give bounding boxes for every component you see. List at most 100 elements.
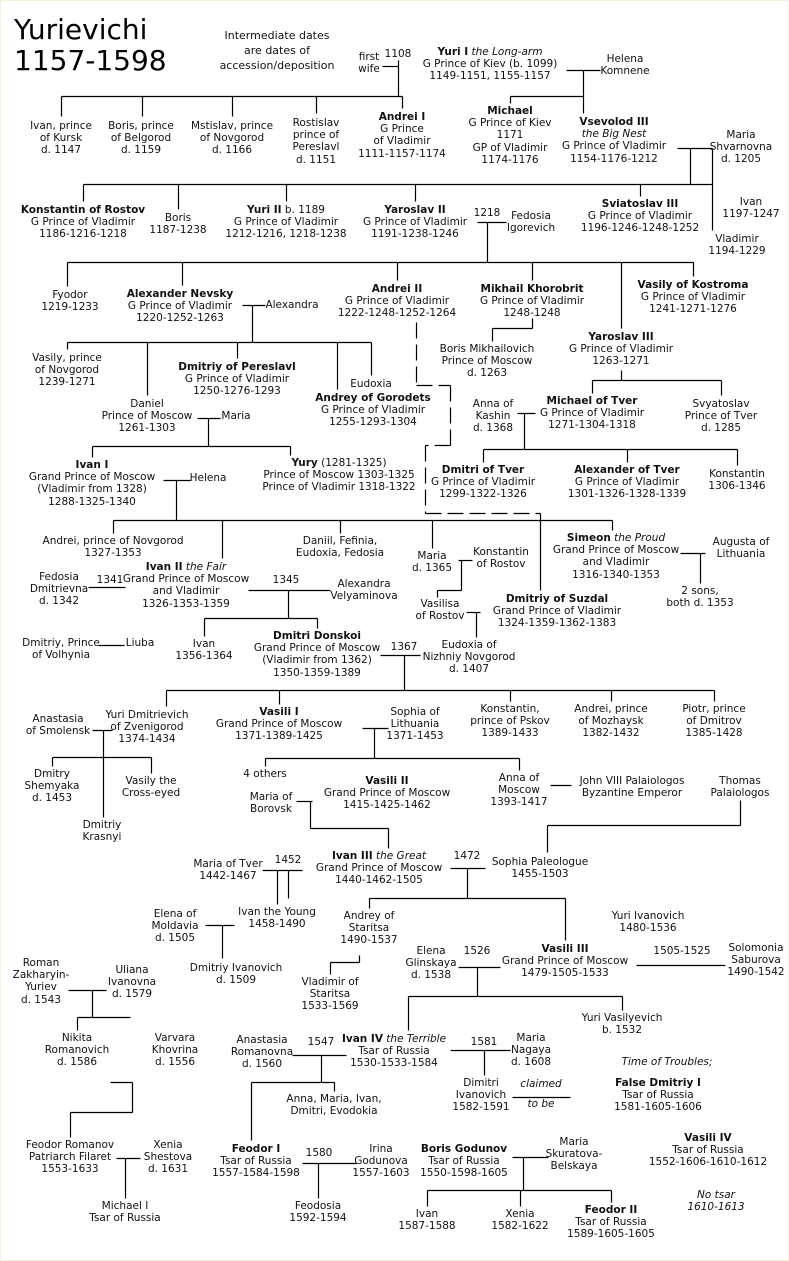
person-ivan-kursk: Ivan, prince of Kursk d. 1147 [30,120,92,157]
person-four-others: 4 others [243,768,286,780]
person-name: Simeon [566,532,611,544]
person-name-line: Vasili III [502,943,628,955]
person-detail: Glinskaya [405,957,457,970]
person-detail: Ivan [415,1208,439,1220]
person-name-line: Andrei I [358,111,446,123]
person-konst-pskov: Konstantin, prince of Pskov 1389-1433 [470,703,550,740]
person-name: Michael [487,105,533,117]
marriage-year: 1526 [463,945,491,957]
person-vladimir-star: Vladimir of Staritsa 1533-1569 [301,976,358,1013]
person-detail: 1306-1346 [708,480,766,493]
note-line: claimed [520,1078,562,1090]
person-alex-nevsky: Alexander Nevsky G Prince of Vladimir 1220… [127,288,233,325]
person-detail: Helena [189,472,227,484]
person-name: Konstantin of Rostov [20,204,146,216]
person-detail: Yuri Ivanovich [611,910,685,922]
person-detail: Xenia [153,1139,183,1151]
person-detail: Vasily, prince [32,352,102,364]
person-name-line: Andrei II [338,283,456,295]
person-name: Vasili I [259,706,299,718]
person-name-line: Yaroslav II [363,204,467,216]
person-detail: Tsar of Russia [428,1155,500,1168]
person-vasili3: Vasili III Grand Prince of Moscow 1479-150… [502,943,628,980]
person-detail: Moscow [498,784,540,797]
person-detail: 1263-1271 [592,355,650,368]
person-fedosia-d: Fedosia Dmitrievna d. 1342 [30,571,88,608]
person-name: Sviatoslav III [601,198,679,210]
person-detail: G Prince of Vladimir [587,210,693,223]
person-name: Vasili IV [684,1132,732,1144]
marriage-year: 1367 [390,641,418,653]
person-detail: of Belgorod [110,132,172,145]
person-michael1: Michael I Tsar of Russia [89,1200,160,1224]
person-name: Ivan IV [341,1033,383,1045]
person-nikita: Nikita Romanovich d. 1586 [45,1032,110,1069]
person-detail: Maria [516,1032,546,1044]
person-name-line: Ivan IV the Terrible [342,1033,446,1045]
person-svyatoslav: Svyatoslav Prince of Tver d. 1285 [685,398,757,435]
person-detail: 1592-1594 [289,1212,347,1225]
person-detail: Lithuania [716,548,766,561]
person-detail: d. 1586 [56,1056,98,1069]
person-yaroslav3: Yaroslav III G Prince of Vladimir 1263-127… [569,331,673,368]
person-detail: the Big Nest [581,128,647,141]
person-detail: Anastasia [32,713,84,725]
person-ivan1356: Ivan 1356-1364 [175,638,232,662]
person-detail: Grand Prince of Moscow [323,787,451,800]
person-detail: 1327-1353 [84,547,142,560]
person-detail: Elena of [153,908,197,920]
person-detail: 1490-1542 [727,966,785,979]
person-detail: Ivanovich [455,1089,507,1102]
person-daniil: Daniil, Fefinia, Eudoxia, Fedosia [296,535,384,559]
person-detail: 1440-1462-1505 [335,874,423,887]
person-detail: Mstislav, prince [190,120,274,132]
person-detail: 1530-1533-1584 [350,1057,438,1070]
person-detail: Thomas [719,775,761,787]
person-detail: d. 1285 [700,422,742,435]
person-john8: John VIII Palaiologos Byzantine Emperor [580,775,685,799]
person-detail: Vasilisa [420,598,460,610]
person-detail: 1326-1353-1359 [142,597,230,610]
person-detail: d. 1608 [510,1056,552,1069]
person-detail: Prince of Vladimir 1318-1322 [262,481,416,494]
marriage-year: 1345 [272,574,300,586]
person-xenia-sh: Xenia Shestova d. 1631 [144,1139,192,1176]
person-name-line: Yaroslav III [569,331,673,343]
person-detail: G Prince of Vladimir [30,216,136,229]
person-detail: G Prince of Vladimir [568,343,674,356]
person-detail: 1550-1598-1605 [420,1167,508,1180]
person-detail: G Prince of Vladimir [362,216,468,229]
person-detail: 1250-1276-1293 [193,385,281,398]
person-detail: 1222-1248-1252-1264 [337,307,457,320]
person-detail: d. 1631 [147,1163,189,1176]
person-xenia: Xenia 1582-1622 [491,1208,548,1232]
person-detail: Godunova [354,1155,408,1168]
person-anastasia-sm: Anastasia of Smolensk [26,713,90,737]
person-detail: of Novgorod [199,132,265,145]
person-name-line: Feodor I [212,1143,300,1155]
person-vasili4: Vasili IV Tsar of Russia 1552-1606-1610-16… [649,1132,767,1169]
person-michael: Michael G Prince of Kiev 1171 GP of Vladimi… [468,105,551,166]
person-name: Dmitriy of Pereslavl [178,361,296,373]
person-detail: Alexandra [337,578,391,590]
person-detail: Feodosia [294,1200,342,1212]
person-detail: of Novgorod [34,364,100,377]
note-tobe: to be [527,1098,554,1110]
person-name: Yaroslav II [384,204,446,216]
person-boris-mikh: Boris Mikhailovich Prince of Moscow d. 126… [440,343,535,380]
person-name-line: Sviatoslav III [581,198,699,210]
person-detail: Anna of [498,772,540,784]
person-detail: John VIII Palaiologos [579,775,685,787]
person-mstislav: Mstislav, prince of Novgorod d. 1166 [191,120,273,157]
person-detail: Dmitrievna [29,583,89,596]
person-detail: 1220-1252-1263 [136,312,224,325]
person-detail: Grand Prince of Vladimir [492,605,622,618]
person-detail: Staritsa [348,922,390,935]
person-detail: 1557-1584-1598 [212,1167,300,1180]
person-detail: Tsar of Russia [622,1089,694,1102]
person-name: Mikhail Khorobrit [480,283,584,295]
person-detail: Byzantine Emperor [581,787,683,800]
person-eudoxia1: Eudoxia [350,378,392,390]
person-anna-moscow: Anna of Moscow 1393-1417 [490,772,547,809]
person-fedosia-ig: Fedosia Igorevich [507,210,555,234]
